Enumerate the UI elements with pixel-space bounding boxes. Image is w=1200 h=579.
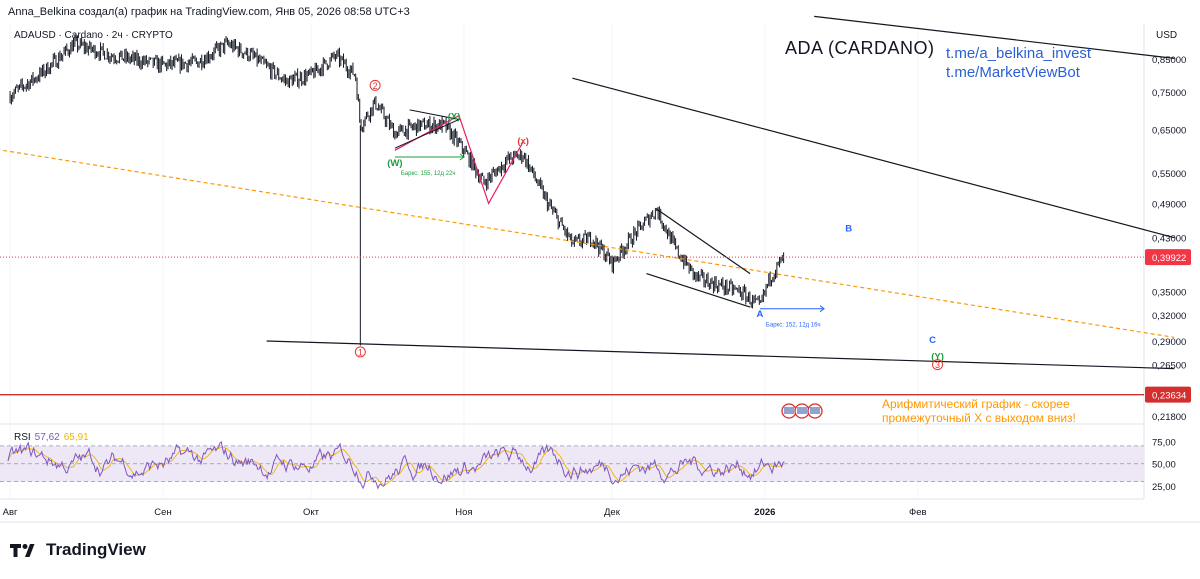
trendline-2 <box>266 340 1175 370</box>
forecast-note: Арифмитический график - скорее промежуто… <box>882 397 1076 425</box>
current-price-tag <box>1145 249 1191 266</box>
wave-label-9: 3 <box>935 360 940 370</box>
wave-label-7: C <box>929 335 936 346</box>
rsi-line <box>7 440 785 490</box>
tradingview-brand[interactable]: TradingView <box>10 540 146 560</box>
x-tick-1: Сен <box>154 507 171 518</box>
y-tick-9: 0,26500 <box>1152 361 1186 372</box>
y-tick-1: 0,75000 <box>1152 88 1186 99</box>
triangle-border <box>394 109 461 149</box>
current-price-tag-label: 0,39922 <box>1152 253 1186 264</box>
y-tick-8: 0,29000 <box>1152 337 1186 348</box>
y-tick-6: 0,35000 <box>1152 288 1186 299</box>
wave-label-3: (W) <box>387 158 402 169</box>
tradingview-logo-icon <box>10 544 35 557</box>
range-arrow-blue-head <box>819 305 825 313</box>
x-tick-0: Авг <box>3 507 18 518</box>
range-arrow-blue-label: Баркс: 152, 12д 16ч <box>766 323 821 329</box>
rsi-ma-value: 65,91 <box>63 432 89 443</box>
x-tick-3: Ноя <box>455 507 472 518</box>
brand-name: TradingView <box>46 540 146 559</box>
wave-path-pink <box>394 114 524 205</box>
trendline-3 <box>0 149 1175 339</box>
forecast-note-line-1: Арифмитический график - скорее <box>882 397 1070 411</box>
event-flag-inner-1 <box>797 407 807 414</box>
event-flag-inner-2 <box>810 407 820 414</box>
currency-label[interactable]: USD <box>1156 30 1178 41</box>
event-flag-inner-0 <box>784 407 794 414</box>
rsi-legend: RSI 57,62 65,91 <box>14 432 89 443</box>
wave-label-circle-1 <box>354 346 366 358</box>
y-tick-0: 0,85000 <box>1152 55 1186 66</box>
y-tick-2: 0,65000 <box>1152 125 1186 136</box>
wave-label-circle-9 <box>932 359 944 371</box>
support-price-tag <box>1145 386 1191 403</box>
symbol-line[interactable]: ADAUSD · Cardano · 2ч · CRYPTO <box>14 30 173 41</box>
telegram-link-1[interactable]: t.me/a_belkina_invest <box>946 45 1092 62</box>
rsi-name: RSI <box>14 432 31 443</box>
forecast-note-line-2: промежуточный X с выходом вниз! <box>882 411 1076 425</box>
candles <box>9 35 785 309</box>
range-arrow-green-label: Баркс: 155, 12д 22ч <box>401 171 456 177</box>
trendline-4 <box>646 273 751 308</box>
trendline-0 <box>814 15 1175 59</box>
range-arrow-green-head <box>459 153 465 161</box>
rsi-value: 57,62 <box>34 432 60 443</box>
wave-label-0: 2 <box>373 81 378 91</box>
rsi-ma-line <box>7 446 785 486</box>
y-tick-5: 0,43000 <box>1152 234 1186 245</box>
rsi-tick-1: 50,00 <box>1152 460 1176 471</box>
y-tick-4: 0,49000 <box>1152 199 1186 210</box>
wave-label-circle-0 <box>369 79 381 91</box>
chart-title: ADA (CARDANO) <box>785 38 935 58</box>
support-price-tag-label: 0,23634 <box>1152 391 1186 402</box>
y-tick-3: 0,55000 <box>1152 169 1186 180</box>
wave-label-8: (Y) <box>931 352 944 363</box>
wave-label-4: (x) <box>517 136 529 147</box>
wave-label-1: 1 <box>358 347 363 357</box>
rsi-tick-0: 75,00 <box>1152 437 1176 448</box>
y-tick-10: 0,21800 <box>1152 412 1186 423</box>
trendline-1 <box>572 77 1175 239</box>
rsi-tick-2: 25,00 <box>1152 482 1176 493</box>
wave-label-6: B <box>845 224 852 235</box>
x-tick-5: 2026 <box>754 507 775 518</box>
trendline-5 <box>655 208 751 275</box>
author-line: Anna_Belkina создал(а) график на Trading… <box>8 6 410 18</box>
telegram-link-2[interactable]: t.me/MarketViewBot <box>946 64 1080 81</box>
wave-label-5: A <box>756 309 763 320</box>
x-tick-2: Окт <box>303 507 320 518</box>
x-tick-4: Дек <box>604 507 621 518</box>
x-tick-6: Фев <box>909 507 927 518</box>
wave-label-2: (X) <box>448 111 461 122</box>
y-tick-7: 0,32000 <box>1152 311 1186 322</box>
